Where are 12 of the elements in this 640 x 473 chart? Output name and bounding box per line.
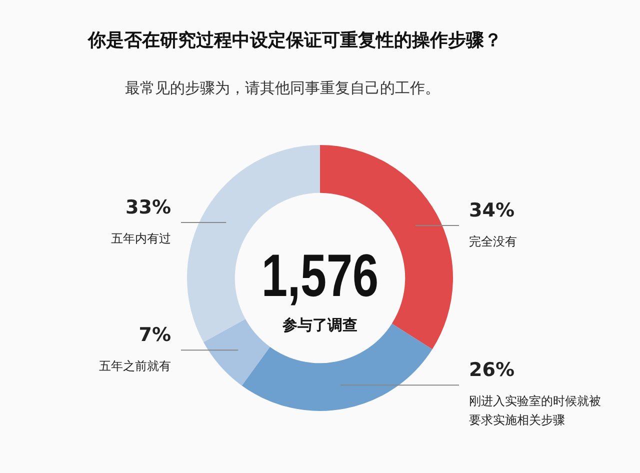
data-label: 34% xyxy=(469,199,514,222)
chart-subtitle: 最常见的步骤为，请其他同事重复自己的工作。 xyxy=(125,79,440,97)
slice-label: 五年之前就有 xyxy=(99,359,171,374)
chart-title: 你是否在研究过程中设定保证可重复性的操作步骤？ xyxy=(87,30,502,51)
slice-label: 五年内有过 xyxy=(111,231,171,246)
data-label: 7% xyxy=(138,324,171,346)
text: 参与了调查 xyxy=(282,316,358,334)
data-label: 26% xyxy=(469,359,514,382)
text: 1,576 xyxy=(261,242,379,310)
data-label: 33% xyxy=(126,196,171,218)
slice-label: 刚进入实验室的时候就被要求实施相关步骤 xyxy=(469,394,601,428)
slice-label: 完全没有 xyxy=(469,234,517,248)
